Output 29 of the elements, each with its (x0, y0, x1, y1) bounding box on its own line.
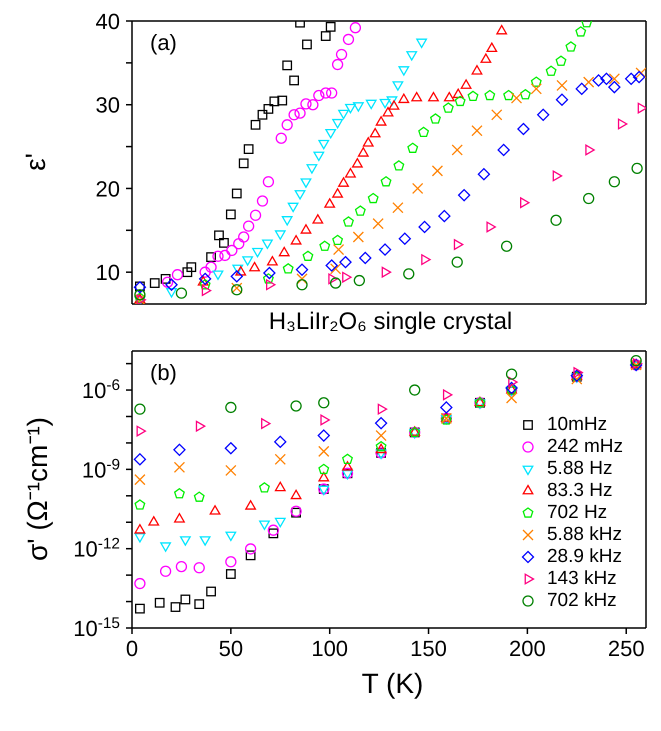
legend-label: 5.88 kHz (546, 524, 622, 546)
legend-label: 83.3 Hz (546, 480, 612, 502)
y-axis-title: σ' (Ω⁻¹cm⁻¹) (21, 417, 54, 561)
x-axis-title: T (K) (360, 668, 424, 700)
y-tick-label: 40 (96, 9, 120, 34)
y-tick-label: 10$^{-9}$ (82, 456, 120, 482)
legend-label: 143 kHz (546, 568, 617, 590)
annotation: (b) (150, 360, 177, 386)
legend-label: 702 Hz (546, 502, 608, 524)
x-tick-label: 0 (126, 636, 138, 661)
legend-label: 28.9 kHz (546, 546, 622, 568)
x-tick-label: 150 (410, 636, 447, 661)
legend-label: 242 mHz (546, 436, 623, 458)
chart-title: H₃LiIr₂O₆ single crystal (268, 308, 514, 337)
y-tick-label: 20 (96, 176, 120, 202)
y-tick-label: 10 (96, 260, 120, 286)
x-tick-label: 100 (311, 636, 348, 661)
y-tick-label: 10$^{-6}$ (82, 376, 120, 404)
legend-label: 10mHz (546, 414, 608, 436)
y-tick-label: 10$^{-12}$ (73, 535, 120, 562)
annotation: (a) (150, 30, 177, 56)
y-axis-title: ε' (20, 153, 52, 171)
y-tick-label: 10$^{-15}$ (73, 614, 120, 641)
legend-label: 702 kHz (546, 590, 617, 612)
y-tick-label: 30 (96, 92, 120, 118)
legend-label: 5.88 Hz (546, 458, 612, 480)
x-tick-label: 50 (218, 636, 244, 661)
x-tick-label: 250 (608, 636, 645, 661)
x-tick-label: 200 (509, 636, 546, 661)
